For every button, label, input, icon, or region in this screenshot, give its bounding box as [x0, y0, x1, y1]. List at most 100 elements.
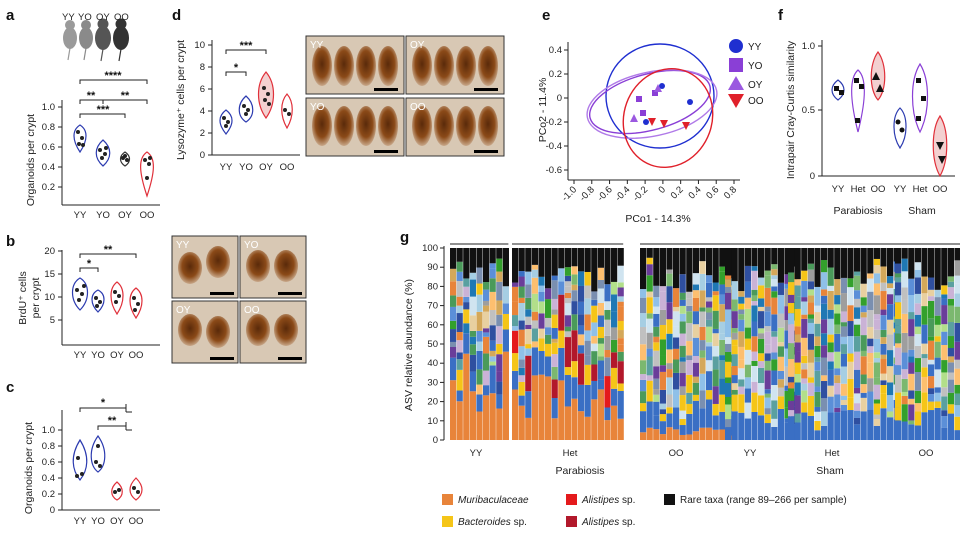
abundance-segment — [584, 340, 591, 356]
abundance-segment — [646, 318, 653, 333]
panel-e: e -1.0-0.8-0.6-0.4-0.2 0 0.2 0.4 0.6 0.8 -0.6… — [537, 7, 764, 225]
abundance-segment — [597, 338, 604, 344]
abundance-segment — [463, 286, 470, 297]
abundance-segment — [847, 410, 854, 440]
abundance-segment — [873, 273, 880, 284]
abundance-segment — [456, 332, 463, 341]
abundance-segment — [867, 362, 874, 379]
abundance-segment — [617, 338, 624, 345]
abundance-segment — [834, 383, 841, 395]
abundance-segment — [794, 382, 801, 396]
abundance-segment — [784, 306, 791, 321]
abundance-segment — [450, 306, 457, 321]
abundance-segment — [840, 322, 847, 327]
abundance-segment — [784, 407, 791, 419]
abundance-segment — [860, 392, 867, 398]
abundance-segment — [706, 399, 713, 428]
abundance-segment — [597, 267, 604, 280]
violin-f-yy-sham — [893, 107, 907, 150]
abundance-segment — [525, 391, 532, 418]
abundance-segment — [456, 369, 463, 391]
abundance-segment — [617, 351, 624, 362]
abundance-segment — [673, 306, 680, 312]
abundance-segment — [887, 411, 894, 418]
panel-c-xtick: YO — [91, 516, 105, 527]
abundance-segment — [525, 297, 532, 310]
abundance-segment — [611, 248, 618, 282]
abundance-segment — [764, 326, 771, 332]
abundance-segment — [947, 248, 954, 277]
abundance-segment — [496, 354, 503, 372]
abundance-segment — [692, 324, 699, 338]
abundance-segment — [469, 315, 476, 331]
sig-a-yo-oo: ** — [121, 90, 130, 102]
panel-e-ylabel: PCo2 - 11.4% — [537, 78, 549, 143]
abundance-segment — [531, 248, 538, 265]
abundance-segment — [947, 413, 954, 440]
panel-d-brackets — [225, 49, 267, 76]
abundance-segment — [512, 353, 519, 371]
abundance-segment — [450, 357, 457, 381]
abundance-segment — [827, 309, 834, 319]
abundance-segment — [928, 296, 935, 301]
abundance-segment — [821, 381, 828, 399]
panel-e-y-ticks: -0.6 -0.4 -0.2 0 0.2 0.4 — [546, 45, 568, 176]
abundance-segment — [777, 387, 784, 397]
abundance-segment — [738, 331, 745, 347]
abundance-segment — [827, 352, 834, 362]
abundance-segment — [807, 349, 814, 363]
abundance-segment — [731, 394, 738, 412]
abundance-segment — [880, 291, 887, 310]
abundance-segment — [901, 313, 908, 333]
abundance-segment — [954, 306, 960, 323]
abundance-segment — [558, 268, 565, 282]
abundance-segment — [450, 329, 457, 342]
panel-f-xtick: YY — [894, 184, 907, 195]
abundance-segment — [834, 295, 841, 305]
abundance-segment — [860, 384, 867, 393]
abundance-segment — [777, 370, 784, 380]
abundance-segment — [706, 282, 713, 298]
legend-yy-label: YY — [748, 42, 762, 53]
abundance-segment — [758, 367, 765, 384]
legend-muribaculaceae-swatch — [442, 494, 453, 505]
abundance-segment — [518, 320, 525, 330]
abundance-segment — [591, 343, 598, 352]
legend-rare-taxa-swatch — [664, 494, 675, 505]
abundance-segment — [867, 291, 874, 311]
panel-f: f 0 0.5 1.0 Intrapair Cray-Curtis simila… — [778, 7, 955, 217]
panel-g-ytick: 100 — [422, 243, 438, 254]
abundance-segment — [895, 343, 902, 348]
abundance-segment — [771, 291, 778, 298]
abundance-segment — [463, 278, 470, 287]
panel-d-ytick: 0 — [200, 150, 205, 161]
abundance-segment — [738, 303, 745, 310]
abundance-segment — [771, 297, 778, 315]
abundance-segment — [545, 317, 552, 328]
abundance-segment — [928, 289, 935, 297]
panel-e-xlabel: PCo1 - 14.3% — [625, 213, 690, 225]
abundance-segment — [731, 354, 738, 366]
abundance-segment — [895, 365, 902, 375]
abundance-segment — [551, 248, 558, 276]
abundance-segment — [597, 356, 604, 361]
abundance-segment — [751, 266, 758, 271]
legend-muribaculaceae-label: Muribaculaceae — [458, 495, 529, 506]
abundance-segment — [591, 364, 598, 381]
panel-f-ytick: 1.0 — [802, 41, 815, 52]
abundance-segment — [673, 326, 680, 338]
abundance-segment — [744, 349, 751, 365]
abundance-segment — [640, 403, 647, 412]
abundance-segment — [764, 311, 771, 327]
abundance-segment — [744, 377, 751, 389]
abundance-segment — [873, 338, 880, 353]
abundance-segment — [692, 394, 699, 401]
abundance-segment — [921, 412, 928, 440]
abundance-segment — [679, 299, 686, 306]
abundance-segment — [518, 359, 525, 368]
abundance-segment — [764, 270, 771, 276]
abundance-segment — [758, 361, 765, 368]
abundance-segment — [801, 378, 808, 384]
abundance-segment — [801, 314, 808, 319]
abundance-segment — [692, 297, 699, 312]
